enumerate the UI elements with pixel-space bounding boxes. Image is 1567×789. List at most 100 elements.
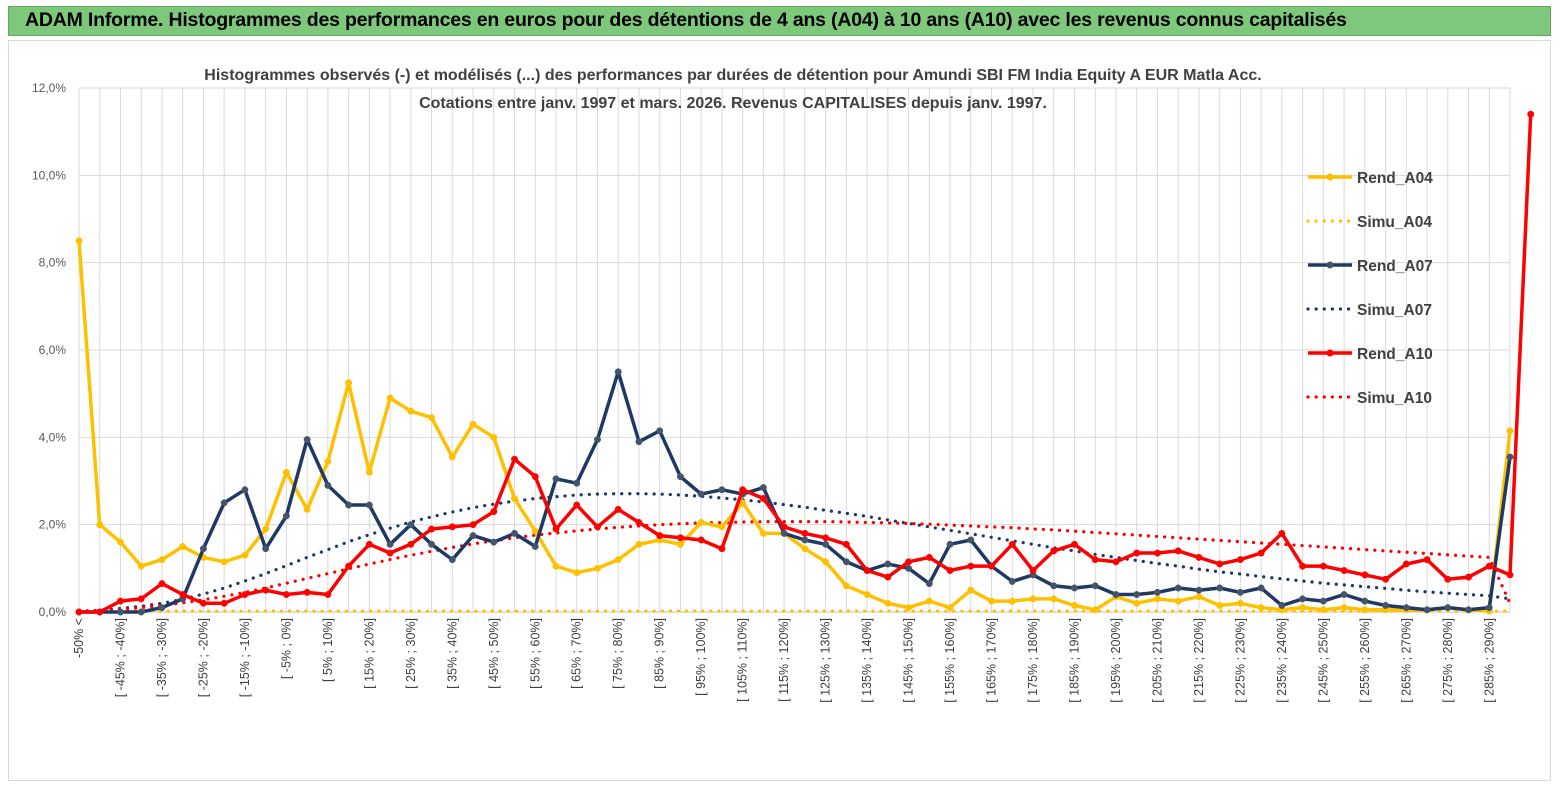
data-point bbox=[594, 436, 601, 443]
legend-item: Rend_A04 bbox=[1308, 170, 1433, 187]
data-point bbox=[220, 499, 228, 507]
x-tick-label: [ 45% ; 50%] bbox=[487, 618, 501, 689]
x-tick-label: [ 205% ; 210%] bbox=[1150, 618, 1164, 703]
chart-title-line2: Cotations entre janv. 1997 et mars. 2026… bbox=[419, 95, 1047, 112]
data-point bbox=[676, 540, 684, 548]
legend-label: Rend_A04 bbox=[1357, 170, 1433, 187]
data-point bbox=[324, 481, 332, 489]
data-point bbox=[1133, 549, 1141, 557]
data-point bbox=[324, 591, 332, 598]
data-point bbox=[282, 468, 290, 476]
data-point bbox=[282, 591, 290, 598]
data-point bbox=[469, 420, 477, 428]
data-point bbox=[407, 540, 415, 548]
report-title: ADAM Informe. Histogrammes des performan… bbox=[25, 9, 1347, 31]
data-point bbox=[780, 523, 788, 531]
data-point bbox=[75, 608, 83, 616]
data-point bbox=[428, 414, 436, 422]
data-point bbox=[1465, 606, 1472, 614]
data-point bbox=[448, 523, 456, 531]
data-point bbox=[759, 484, 767, 491]
data-point bbox=[1485, 604, 1493, 612]
x-tick-label: [ 65% ; 70%] bbox=[570, 618, 584, 689]
data-point bbox=[1299, 562, 1307, 570]
data-point bbox=[1506, 571, 1514, 579]
data-point bbox=[822, 534, 830, 542]
data-point bbox=[1319, 562, 1327, 570]
data-point bbox=[884, 560, 892, 568]
data-point bbox=[1050, 547, 1058, 555]
x-tick-label: [ 5% ; 10%] bbox=[321, 618, 335, 682]
data-point bbox=[96, 608, 104, 616]
legend-marker bbox=[1326, 173, 1334, 181]
data-point bbox=[905, 558, 913, 566]
data-point bbox=[967, 586, 975, 594]
y-tick-label: 4,0% bbox=[39, 430, 67, 444]
data-point bbox=[614, 505, 622, 513]
report-banner: ADAM Informe. Histogrammes des performan… bbox=[8, 6, 1551, 36]
x-tick-label: [ -15% ; -10%] bbox=[238, 618, 252, 697]
data-point bbox=[1133, 599, 1141, 607]
data-point bbox=[697, 490, 705, 498]
data-point bbox=[552, 562, 560, 570]
data-point bbox=[842, 558, 850, 566]
data-point bbox=[282, 512, 290, 520]
data-point bbox=[511, 455, 518, 463]
data-point bbox=[1340, 567, 1348, 574]
chart-title-line1: Histogrammes observés (-) et modélisés (… bbox=[204, 67, 1261, 84]
data-point bbox=[842, 540, 850, 548]
series-rend-a07 bbox=[75, 368, 1514, 616]
data-point bbox=[967, 536, 975, 544]
x-tick-label: [ 255% ; 260%] bbox=[1358, 618, 1372, 703]
data-point bbox=[96, 521, 104, 529]
x-tick-label: [ 175% ; 180%] bbox=[1026, 618, 1040, 703]
data-point bbox=[1174, 547, 1182, 555]
legend-label: Rend_A07 bbox=[1357, 258, 1433, 275]
gridlines bbox=[78, 87, 1511, 613]
data-point bbox=[1361, 597, 1369, 605]
data-point bbox=[594, 523, 601, 531]
x-tick-label: [ 225% ; 230%] bbox=[1233, 618, 1247, 703]
data-point bbox=[117, 597, 124, 605]
legend-item: Simu_A10 bbox=[1306, 390, 1432, 407]
data-point bbox=[614, 556, 622, 564]
data-point bbox=[1423, 556, 1431, 564]
data-point bbox=[199, 599, 207, 607]
x-tick-label: [ -35% ; -30%] bbox=[155, 618, 169, 697]
data-point bbox=[801, 545, 809, 553]
data-point bbox=[490, 538, 498, 546]
data-point bbox=[137, 595, 145, 603]
data-point bbox=[345, 562, 353, 570]
data-point bbox=[469, 532, 477, 540]
data-point bbox=[1216, 560, 1224, 568]
data-point bbox=[1112, 558, 1120, 566]
data-point bbox=[697, 536, 705, 544]
data-point bbox=[1340, 604, 1348, 612]
data-point bbox=[1236, 588, 1244, 596]
data-point bbox=[1506, 427, 1514, 435]
data-point bbox=[1153, 595, 1161, 603]
data-point bbox=[1153, 549, 1161, 557]
data-point bbox=[718, 545, 726, 553]
data-point bbox=[428, 540, 436, 548]
data-point bbox=[1008, 540, 1016, 548]
data-point bbox=[822, 558, 830, 566]
x-tick-label: [ 165% ; 170%] bbox=[985, 618, 999, 703]
y-tick-label: 0,0% bbox=[39, 605, 67, 619]
data-point bbox=[1278, 529, 1286, 537]
data-point bbox=[1527, 110, 1535, 118]
data-point bbox=[531, 543, 539, 550]
series-line bbox=[77, 240, 1512, 613]
data-point bbox=[1236, 556, 1244, 564]
data-point bbox=[1071, 584, 1078, 592]
data-point bbox=[1382, 575, 1390, 583]
legend-marker bbox=[1326, 261, 1334, 269]
data-point bbox=[1257, 584, 1265, 592]
data-point bbox=[220, 558, 228, 566]
data-point bbox=[1319, 606, 1327, 614]
data-point bbox=[75, 237, 83, 245]
data-point bbox=[1361, 606, 1369, 614]
data-point bbox=[594, 564, 601, 572]
x-tick-label: [ 25% ; 30%] bbox=[404, 618, 418, 689]
